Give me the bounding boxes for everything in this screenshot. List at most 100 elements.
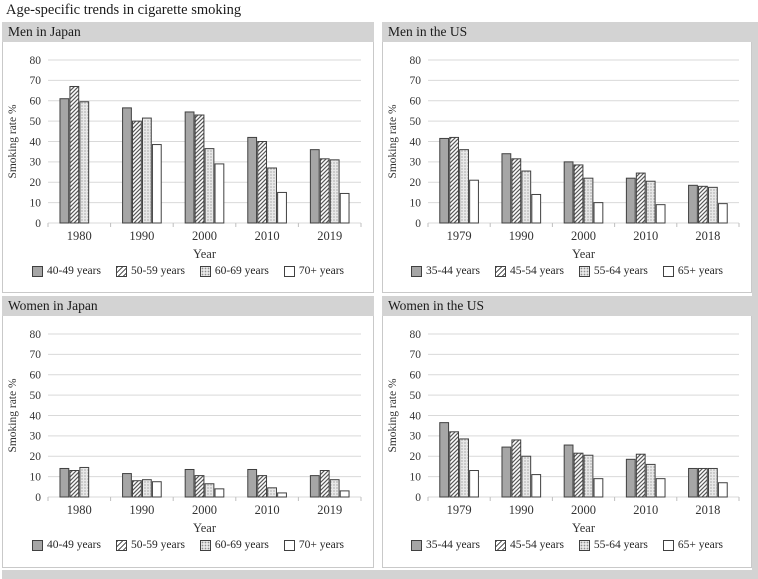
svg-text:1990: 1990 [509, 503, 534, 517]
svg-text:70: 70 [30, 75, 42, 87]
figure-title: Age-specific trends in cigarette smoking [6, 2, 242, 18]
x-axis-title: Year [572, 521, 596, 535]
panel-grid: Men in Japan 0 10 20 30 40 50 60 70 80 1980 1990 20… [2, 22, 752, 568]
axis-labels: 1980 1990 2000 2010 2019 Smoking rate % Year [7, 104, 342, 261]
svg-text:40: 40 [30, 136, 42, 148]
panel-header-women-japan: Women in Japan [2, 296, 374, 316]
chart-men-japan: 0 10 20 30 40 50 60 70 80 1980 1990 2000 2010 2019 Smo… [2, 42, 374, 293]
svg-text:20: 20 [410, 177, 422, 189]
legend-item: 65+ years [662, 265, 723, 277]
svg-text:2019: 2019 [317, 229, 342, 243]
svg-text:1980: 1980 [67, 229, 92, 243]
svg-text:2010: 2010 [633, 503, 658, 517]
legend-item: 70+ years [283, 265, 344, 277]
legend-women-japan: 40-49 years 50-59 years 60-69 years 70+ yea… [3, 538, 373, 551]
svg-text:40: 40 [410, 410, 422, 422]
legend-item: 50-59 years [115, 265, 185, 277]
legend-label: 55-64 years [593, 539, 648, 551]
column-us: Men in the US 0 10 20 30 40 50 60 70 80 1979 1990 2… [382, 22, 752, 568]
svg-text:60: 60 [410, 370, 422, 382]
svg-text:30: 30 [30, 157, 42, 169]
svg-text:80: 80 [410, 55, 422, 67]
svg-text:20: 20 [30, 451, 42, 463]
legend-swatch-hatch [115, 265, 127, 277]
x-axis-ticks [427, 223, 740, 227]
legend-men-japan: 40-49 years 50-59 years 60-69 years 70+ yea… [3, 264, 373, 277]
svg-text:70: 70 [30, 349, 42, 361]
legend-item: 35-44 years [410, 539, 480, 551]
legend-swatch-open [662, 265, 674, 277]
svg-text:30: 30 [30, 431, 42, 443]
legend-men-us: 35-44 years 45-54 years 55-64 years 65+ yea… [383, 264, 751, 277]
legend-label: 40-49 years [46, 265, 101, 277]
axis-labels: 1979 1990 2000 2010 2018 Smoking rate % Year [387, 378, 720, 535]
svg-text:1979: 1979 [447, 503, 472, 517]
legend-item: 55-64 years [578, 539, 648, 551]
legend-item: 45-54 years [494, 539, 564, 551]
legend-label: 45-54 years [509, 265, 564, 277]
svg-text:2000: 2000 [571, 503, 596, 517]
svg-text:2000: 2000 [192, 229, 217, 243]
bars-group [59, 85, 350, 224]
bars-group [439, 136, 728, 224]
svg-text:0: 0 [35, 492, 41, 504]
svg-text:2010: 2010 [255, 503, 280, 517]
y-axis-title: Smoking rate % [7, 104, 19, 179]
table-edge-bottom [2, 570, 758, 579]
legend-swatch-open [283, 265, 295, 277]
svg-text:80: 80 [30, 329, 42, 341]
legend-swatch-stipple [578, 539, 590, 551]
legend-swatch-hatch [115, 539, 127, 551]
chart-plot-women-japan: 0 10 20 30 40 50 60 70 80 1980 1990 2000 2010 2019 Smo… [3, 316, 373, 538]
gridlines-and-yticks: 0 10 20 30 40 50 60 70 80 [410, 329, 739, 504]
svg-text:2019: 2019 [317, 503, 342, 517]
legend-swatch-solid [410, 539, 422, 551]
svg-text:2018: 2018 [695, 229, 720, 243]
legend-label: 35-44 years [425, 265, 480, 277]
svg-text:20: 20 [410, 451, 422, 463]
legend-swatch-open [662, 539, 674, 551]
svg-text:2000: 2000 [571, 229, 596, 243]
legend-swatch-open [283, 539, 295, 551]
svg-text:60: 60 [30, 96, 42, 108]
legend-label: 65+ years [677, 539, 724, 551]
svg-text:70: 70 [410, 349, 422, 361]
x-axis-title: Year [193, 247, 217, 261]
svg-text:2018: 2018 [695, 503, 720, 517]
chart-svg: 0 10 20 30 40 50 60 70 80 1980 1990 2000 2010 2019 Smo… [7, 55, 362, 261]
y-axis-title: Smoking rate % [7, 378, 19, 453]
svg-text:10: 10 [410, 197, 422, 209]
legend-swatch-hatch [494, 265, 506, 277]
legend-item: 35-44 years [410, 265, 480, 277]
legend-swatch-stipple [199, 539, 211, 551]
legend-item: 50-59 years [115, 539, 185, 551]
gridlines-and-yticks: 0 10 20 30 40 50 60 70 80 [410, 55, 739, 230]
legend-item: 60-69 years [199, 265, 269, 277]
svg-text:2010: 2010 [255, 229, 280, 243]
svg-text:30: 30 [410, 431, 422, 443]
svg-text:60: 60 [30, 370, 42, 382]
chart-svg: 0 10 20 30 40 50 60 70 80 1980 1990 2000 2010 2019 Smo… [7, 329, 362, 535]
svg-text:50: 50 [410, 390, 422, 402]
svg-text:0: 0 [415, 492, 421, 504]
panel-header-men-japan: Men in Japan [2, 22, 374, 42]
legend-swatch-stipple [578, 265, 590, 277]
legend-swatch-hatch [494, 539, 506, 551]
legend-label: 35-44 years [425, 539, 480, 551]
gridlines-and-yticks: 0 10 20 30 40 50 60 70 80 [30, 55, 361, 230]
chart-plot-women-us: 0 10 20 30 40 50 60 70 80 1979 1990 2000 2010 2018 Smo… [383, 316, 751, 538]
legend-label: 50-59 years [130, 539, 185, 551]
svg-text:1990: 1990 [129, 503, 154, 517]
legend-label: 60-69 years [214, 539, 269, 551]
y-axis-title: Smoking rate % [387, 378, 399, 453]
legend-swatch-stipple [199, 265, 211, 277]
svg-text:1990: 1990 [509, 229, 534, 243]
legend-item: 60-69 years [199, 539, 269, 551]
legend-swatch-solid [410, 265, 422, 277]
panel-header-men-us: Men in the US [382, 22, 752, 42]
svg-text:1990: 1990 [129, 229, 154, 243]
svg-text:1979: 1979 [447, 229, 472, 243]
gridlines-and-yticks: 0 10 20 30 40 50 60 70 80 [30, 329, 361, 504]
x-axis-title: Year [193, 521, 217, 535]
